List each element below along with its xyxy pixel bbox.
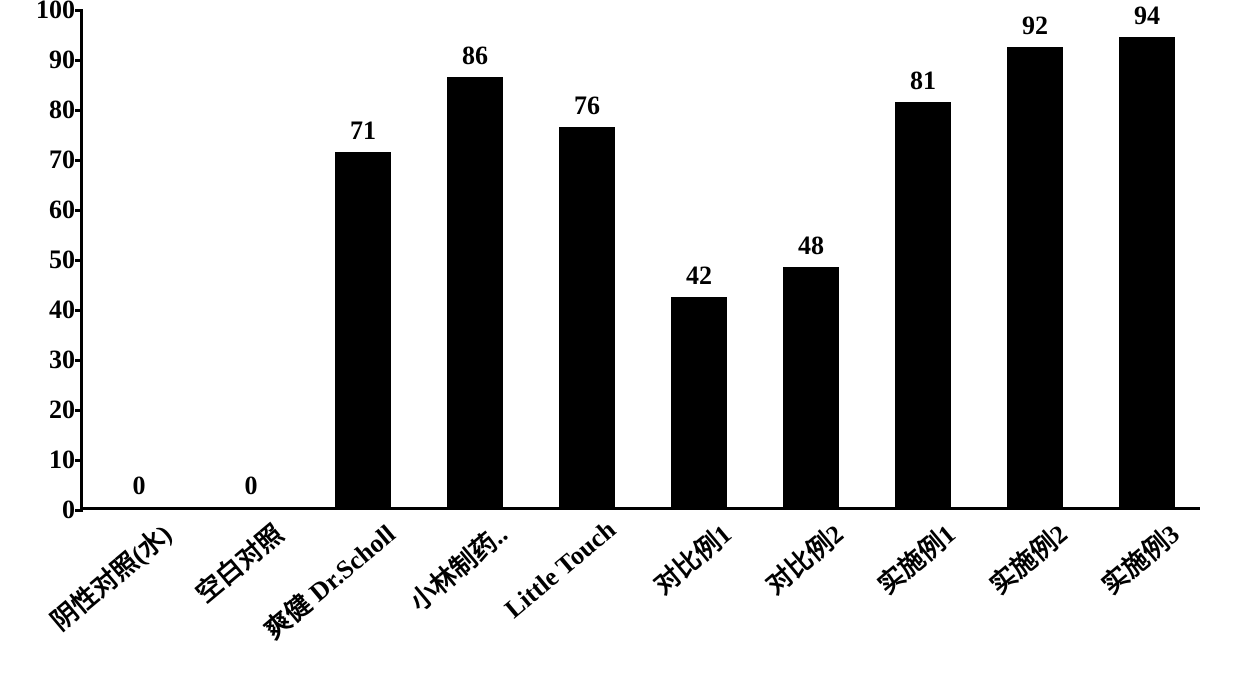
y-tick-mark	[75, 359, 83, 362]
x-axis-label: 对比例2	[750, 507, 850, 602]
y-tick-mark	[75, 409, 83, 412]
x-axis-label: 实施例3	[1086, 507, 1186, 602]
bar-value-label: 71	[350, 116, 376, 146]
bar-value-label: 86	[462, 41, 488, 71]
bar-value-label: 94	[1134, 1, 1160, 31]
bar-value-label: 48	[798, 231, 824, 261]
bar	[1119, 37, 1175, 507]
bar-value-label: 0	[133, 471, 146, 501]
bar-slot: 92	[1007, 10, 1063, 507]
bar	[447, 77, 503, 507]
x-axis-label: 对比例1	[638, 507, 738, 602]
x-axis-label: 小林制药..	[394, 507, 514, 618]
y-tick-mark	[75, 109, 83, 112]
y-tick-mark	[75, 209, 83, 212]
bar-slot: 71	[335, 10, 391, 507]
bar	[783, 267, 839, 507]
bar-slot: 48	[783, 10, 839, 507]
bar	[559, 127, 615, 507]
bar-slot: 0	[223, 10, 279, 507]
bar-value-label: 92	[1022, 11, 1048, 41]
bar-value-label: 42	[686, 261, 712, 291]
x-axis-label: 阴性对照(水)	[35, 507, 178, 638]
y-tick-mark	[75, 259, 83, 262]
bar-slot: 81	[895, 10, 951, 507]
y-tick-mark	[75, 59, 83, 62]
y-tick-mark	[75, 309, 83, 312]
bar-value-label: 76	[574, 91, 600, 121]
x-axis-label: 实施例1	[862, 507, 962, 602]
bar-slot: 94	[1119, 10, 1175, 507]
bar	[895, 102, 951, 507]
plot-area: 007186764248819294 010203040506070809010…	[80, 10, 1200, 510]
y-tick-mark	[75, 9, 83, 12]
bars-container: 0 0 71 86 76 42 48 81 92 94	[83, 10, 1200, 507]
bar	[335, 152, 391, 507]
bar-value-label: 81	[910, 66, 936, 96]
bar-slot: 42	[671, 10, 727, 507]
bar	[1007, 47, 1063, 507]
y-tick-mark	[75, 459, 83, 462]
bar-slot: 0	[111, 10, 167, 507]
bar	[671, 297, 727, 507]
bar-slot: 86	[447, 10, 503, 507]
bar-chart: 007186764248819294 010203040506070809010…	[0, 0, 1240, 699]
x-axis-label: 实施例2	[974, 507, 1074, 602]
bar-value-label: 0	[245, 471, 258, 501]
y-tick-mark	[75, 509, 83, 512]
y-tick-mark	[75, 159, 83, 162]
x-axis-label: Little Touch	[493, 507, 622, 624]
bar-slot: 76	[559, 10, 615, 507]
y-tick-label: 100	[36, 0, 83, 25]
